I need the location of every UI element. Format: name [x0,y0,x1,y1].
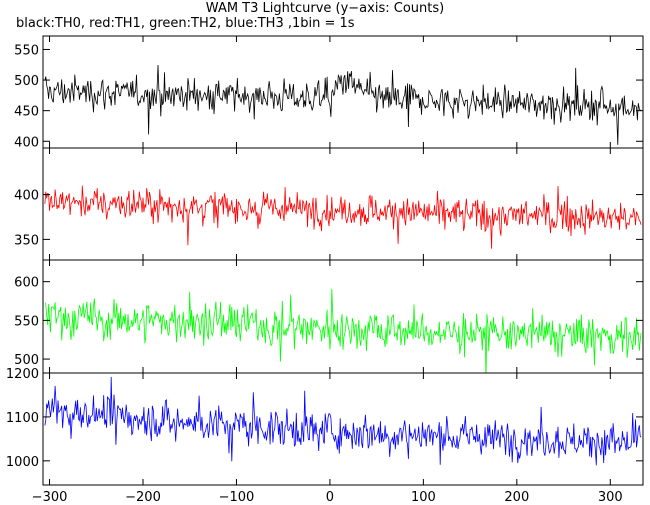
y-tick-label: 350 [14,233,39,248]
x-tick-label: 0 [326,490,334,505]
series-line-th3 [44,376,642,466]
chart-title: WAM T3 Lightcurve (y−axis: Counts) [205,1,445,16]
y-tick-label: 1200 [6,367,39,382]
x-tick-label: 100 [411,490,436,505]
panel-frame-2 [42,259,644,374]
y-tick-label: 500 [14,74,39,89]
x-tick-label: 300 [598,490,623,505]
y-tick-label: 550 [14,43,39,58]
series-line-th1 [44,185,642,249]
series-line-th0 [44,64,642,145]
chart-subtitle: black:TH0, red:TH1, green:TH2, blue:TH3 … [16,16,355,31]
y-tick-label: 400 [14,189,39,204]
y-tick-label: 1100 [6,411,39,426]
y-tick-label: 450 [14,105,39,120]
x-tick-label: −200 [125,490,161,505]
series-line-th2 [44,288,642,373]
x-tick-label: −100 [219,490,255,505]
y-tick-label: 1000 [6,455,39,470]
y-tick-label: 550 [14,314,39,329]
y-tick-label: 400 [14,135,39,150]
x-tick-label: −300 [32,490,68,505]
x-tick-label: 200 [504,490,529,505]
panel-frame-3 [42,372,644,486]
y-tick-label: 600 [14,276,39,291]
y-tick-label: 500 [14,353,39,368]
